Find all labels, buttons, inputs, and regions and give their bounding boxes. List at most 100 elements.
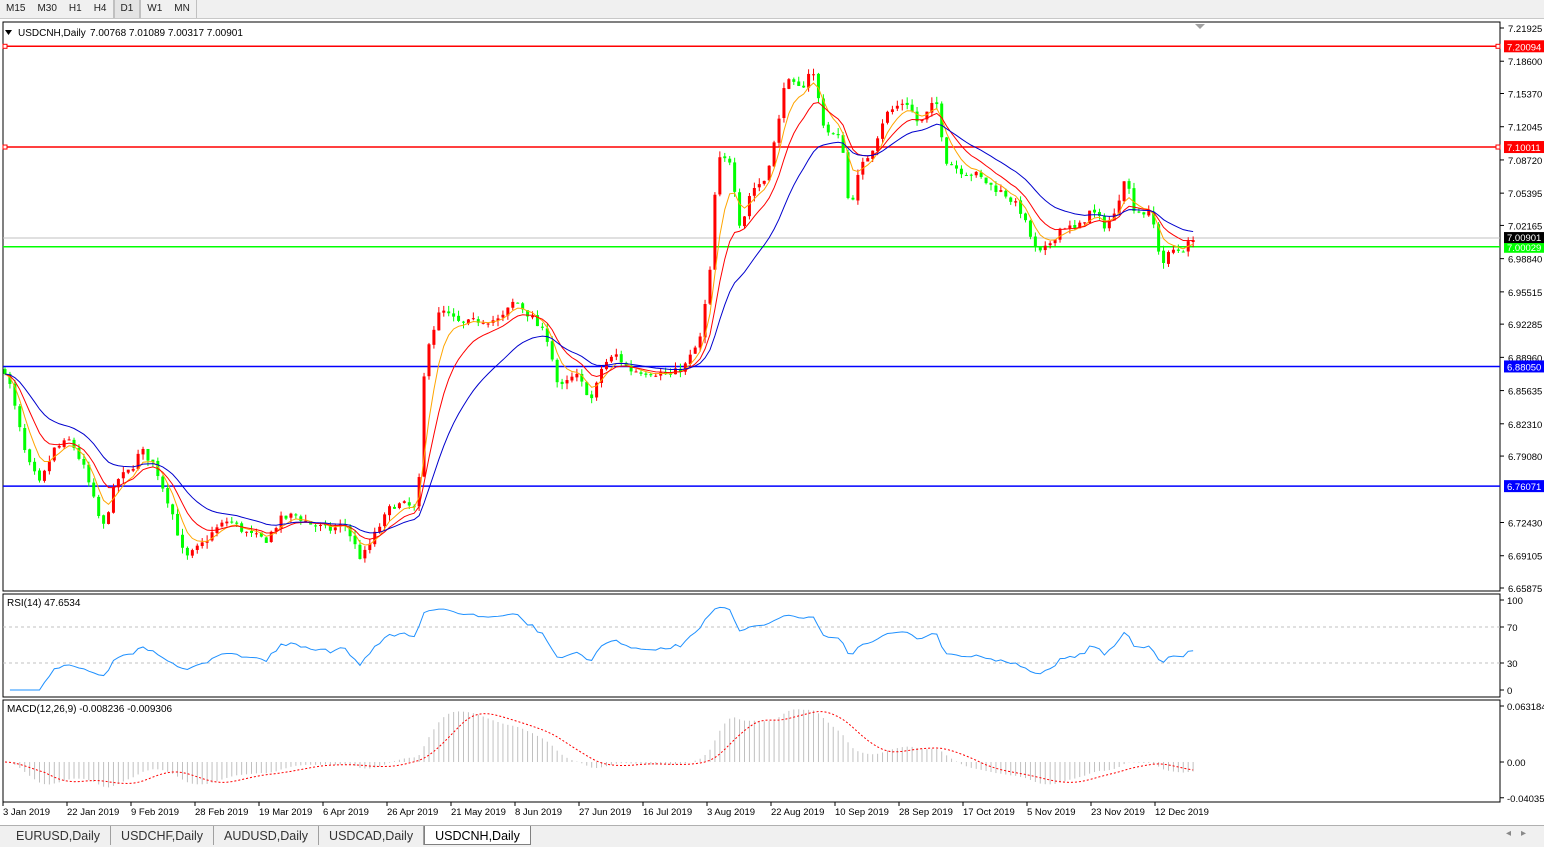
timeframe-h4[interactable]: H4 (93, 3, 107, 14)
date-axis-label: 3 Jan 2019 (3, 807, 50, 818)
level-anchor-handle[interactable] (1495, 144, 1501, 150)
level-anchor-handle[interactable] (1495, 43, 1501, 49)
candle-body (141, 448, 145, 455)
candle (52, 447, 56, 463)
timeframe-d1[interactable]: D1 (113, 0, 141, 18)
candle (708, 266, 712, 305)
candle-body (195, 545, 199, 550)
candle (930, 97, 934, 117)
candle-body (885, 111, 889, 123)
candle (121, 466, 125, 484)
candle-body (471, 318, 475, 320)
candle-body (915, 111, 919, 122)
candle (1033, 232, 1037, 252)
candle (486, 322, 490, 328)
chart-shift-marker[interactable] (1195, 24, 1205, 29)
tab-scroll-arrows[interactable]: ◂▸ (1505, 828, 1536, 839)
candle (812, 68, 816, 81)
chart-tabs: EURUSD,Daily USDCHF,Daily AUDUSD,Daily USDC… (0, 825, 1544, 847)
candle-body (18, 406, 22, 428)
timeframe-w1[interactable]: W1 (147, 3, 163, 14)
date-axis-label: 26 Apr 2019 (387, 807, 438, 818)
chart-header-ohlc: 7.00768 7.01089 7.00317 7.00901 (90, 28, 243, 39)
candle-body (984, 177, 988, 184)
candle (314, 523, 318, 532)
candle-body (111, 487, 115, 513)
candle-body (358, 544, 362, 559)
main-chart-frame (2, 21, 1501, 592)
candle-body (230, 521, 234, 523)
candle-body (600, 368, 604, 383)
candle (526, 310, 530, 322)
candle (1147, 205, 1151, 217)
candle-body (107, 512, 111, 524)
chart-tab-usdchf[interactable]: USDCHF,Daily (111, 826, 214, 845)
candle (471, 312, 475, 321)
timeframe-h1[interactable]: H1 (68, 3, 82, 14)
timeframe-mn[interactable]: MN (174, 3, 190, 14)
candle (733, 157, 737, 197)
rsi-axis-label: 100 (1507, 596, 1523, 607)
candle-body (294, 514, 298, 516)
candle-body (1048, 243, 1052, 246)
candle-body (442, 310, 446, 313)
candle (1122, 181, 1126, 204)
chart-tab-usdcad[interactable]: USDCAD,Daily (319, 826, 425, 845)
level-price-box (1504, 240, 1544, 253)
timeframe-group: M15 M30 H1 H4 (0, 0, 114, 18)
candle (511, 298, 515, 311)
candle-body (693, 347, 697, 354)
price-axis-label: 7.05395 (1508, 189, 1542, 200)
candle (476, 316, 480, 327)
rsi-axis-label: 70 (1507, 623, 1518, 634)
candle (388, 504, 392, 521)
candle-body (590, 394, 594, 399)
candle (856, 169, 860, 205)
candle (1117, 194, 1121, 215)
candle (851, 195, 855, 201)
candle (506, 307, 510, 320)
level-anchor-handle[interactable] (2, 144, 8, 150)
candle (38, 468, 42, 483)
candle-body (1147, 210, 1151, 216)
candle (1004, 188, 1008, 199)
candle (42, 469, 46, 483)
timeframe-m30[interactable]: M30 (37, 3, 57, 14)
candle-body (323, 524, 327, 526)
candle-body (77, 447, 81, 459)
candle-body (570, 376, 574, 381)
candle-body (816, 73, 820, 99)
price-axis-label: 6.88960 (1508, 353, 1542, 364)
candle-body (1132, 188, 1136, 211)
candle (1142, 211, 1146, 218)
chart-tab-usdcnh[interactable]: USDCNH,Daily (424, 826, 531, 845)
candle-body (772, 142, 776, 167)
candle-body (708, 269, 712, 304)
candle (230, 517, 234, 524)
candle-body (476, 319, 480, 323)
candle-body (1127, 181, 1131, 189)
candle-body (950, 164, 954, 166)
date-axis-label: 23 Nov 2019 (1091, 807, 1145, 818)
chart-tab-audusd[interactable]: AUDUSD,Daily (214, 826, 320, 845)
chart-canvas[interactable]: 7.21925 7.18600 7.15370 7.12045 7.08720 7.053… (0, 20, 1544, 825)
candle-body (856, 174, 860, 201)
candle-body (486, 323, 490, 325)
candle-body (1157, 224, 1161, 252)
symbol-menu-icon[interactable] (5, 30, 12, 35)
candle (782, 82, 786, 123)
candle-body (802, 85, 806, 88)
candle-body (447, 311, 451, 314)
candle-body (535, 315, 539, 327)
candle-body (698, 336, 702, 348)
chart-tab-eurusd[interactable]: EURUSD,Daily (6, 826, 112, 845)
timeframe-m15[interactable]: M15 (6, 3, 26, 14)
candle (67, 436, 71, 441)
candle-body (116, 479, 120, 488)
candle-body (940, 103, 944, 138)
candle (565, 375, 569, 390)
candle-body (92, 482, 96, 497)
candle (1038, 246, 1042, 253)
level-anchor-handle[interactable] (2, 43, 8, 49)
level-price-box (1504, 141, 1544, 154)
